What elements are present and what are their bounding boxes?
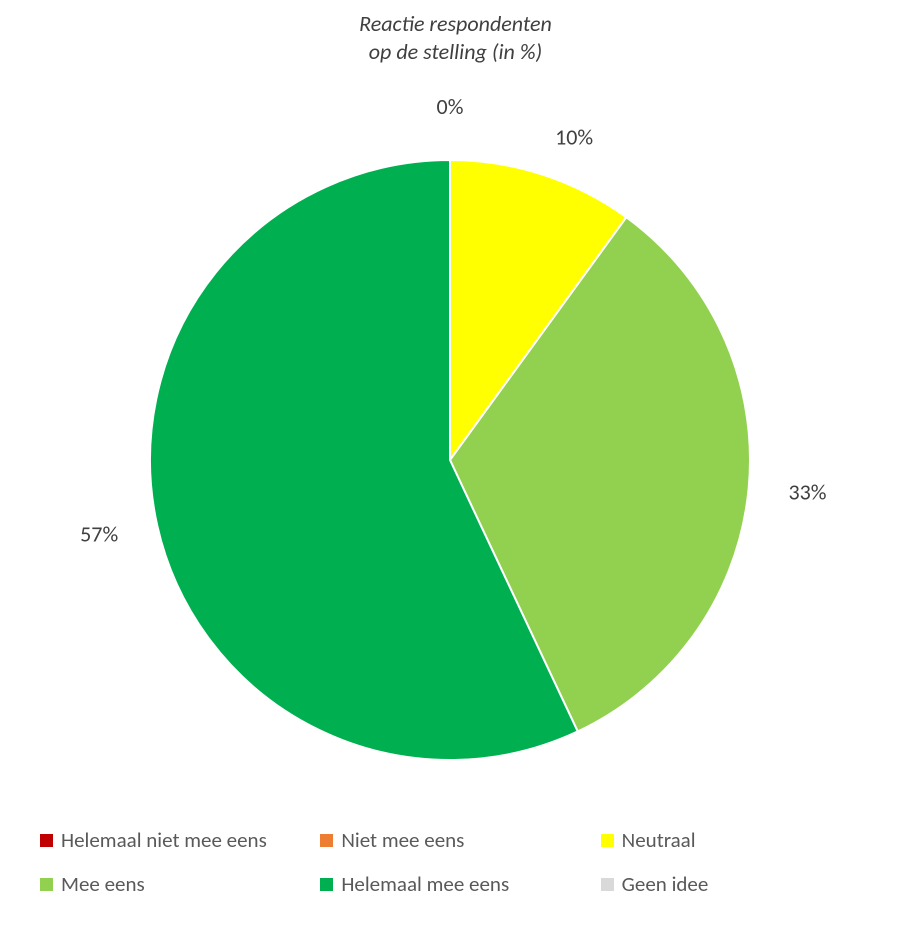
- legend-item: Helemaal niet mee eens: [40, 827, 310, 853]
- chart-title: Reactie respondenten op de stelling (in …: [0, 10, 911, 65]
- legend-item: Geen idee: [601, 871, 871, 897]
- pie-data-label: 0%: [437, 93, 464, 120]
- pie-area: 0%10%33%57%: [0, 110, 911, 790]
- legend-swatch: [320, 878, 333, 891]
- chart-title-line1: Reactie respondenten: [0, 10, 911, 38]
- legend-item: Neutraal: [601, 827, 871, 853]
- pie-data-label: 33%: [788, 478, 826, 505]
- legend-item: Niet mee eens: [320, 827, 590, 853]
- chart-container: Reactie respondenten op de stelling (in …: [0, 0, 911, 927]
- legend-item: Helemaal mee eens: [320, 871, 590, 897]
- legend-label: Mee eens: [61, 871, 145, 897]
- legend-label: Helemaal niet mee eens: [61, 827, 267, 853]
- legend-label: Helemaal mee eens: [341, 871, 509, 897]
- chart-title-line2: op de stelling (in %): [0, 38, 911, 66]
- legend-swatch: [40, 834, 53, 847]
- legend-label: Geen idee: [622, 871, 709, 897]
- pie-data-label: 57%: [80, 521, 118, 548]
- legend-item: Mee eens: [40, 871, 310, 897]
- legend-label: Neutraal: [622, 827, 696, 853]
- legend-swatch: [601, 834, 614, 847]
- legend-swatch: [320, 834, 333, 847]
- legend-swatch: [601, 878, 614, 891]
- pie-svg: [150, 160, 750, 760]
- legend-label: Niet mee eens: [341, 827, 464, 853]
- legend: Helemaal niet mee eens Niet mee eens Neutr…: [40, 827, 871, 897]
- pie-data-label: 10%: [555, 123, 593, 150]
- legend-swatch: [40, 878, 53, 891]
